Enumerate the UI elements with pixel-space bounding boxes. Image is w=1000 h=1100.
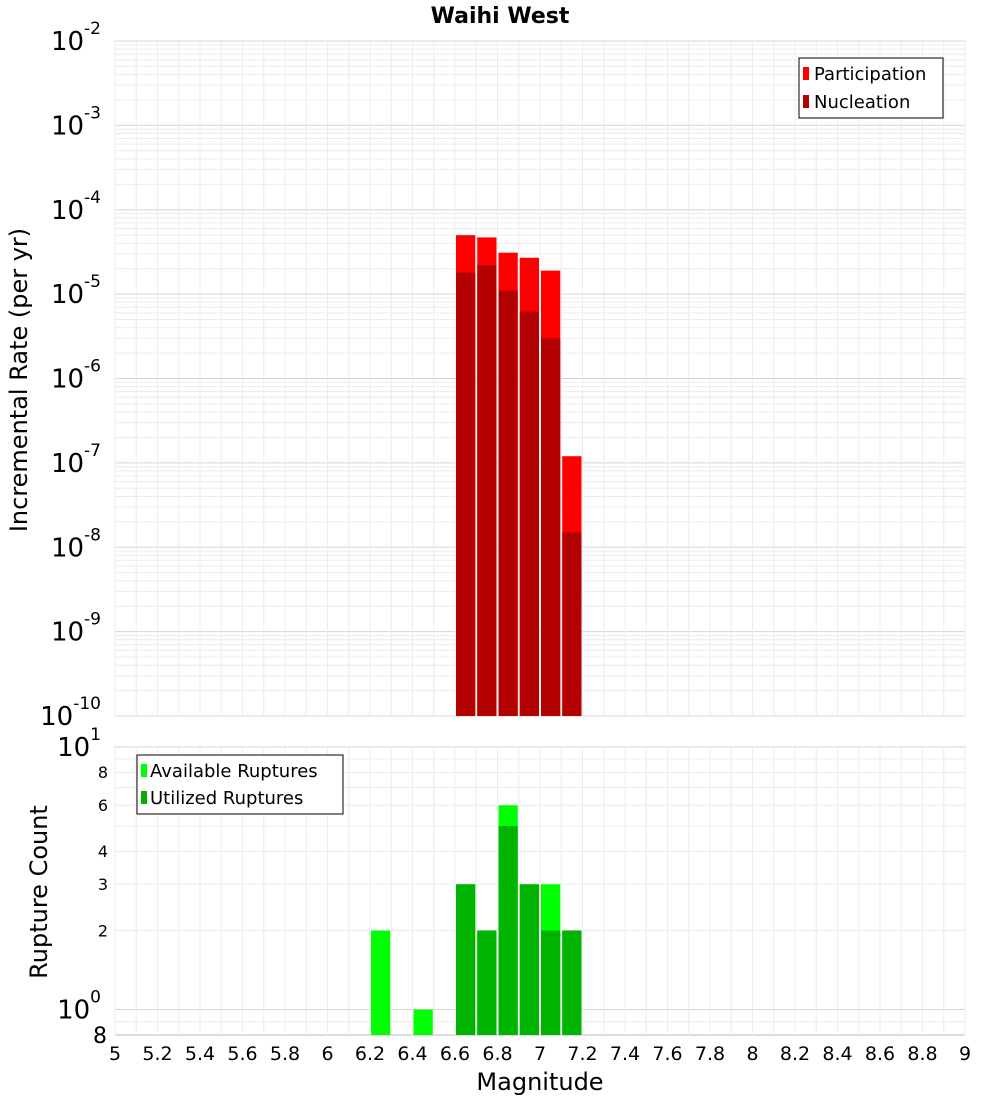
- count-y-axis-label: Rupture Count: [25, 805, 53, 979]
- utilized-ruptures-bar: [477, 930, 497, 1035]
- count-bars: [371, 805, 582, 1035]
- available-ruptures-bar: [371, 930, 391, 1035]
- participation-legend-label: Participation: [814, 64, 926, 85]
- nucleation-bar: [498, 290, 518, 716]
- utilized-ruptures-bar: [562, 930, 582, 1035]
- x-tick-label: 5.6: [227, 1043, 257, 1065]
- x-tick-label: 8.6: [865, 1043, 895, 1065]
- count-y-major-tick-label: 100: [57, 988, 101, 1026]
- rate-y-tick-label: 10-6: [51, 357, 101, 395]
- x-tick-label: 6.4: [397, 1043, 427, 1065]
- utilized-ruptures-legend-swatch: [141, 791, 147, 804]
- count-y-minor-tick-label: 4: [98, 842, 108, 861]
- rate-bars: [456, 235, 582, 716]
- x-tick-label: 7.6: [652, 1043, 682, 1065]
- utilized-ruptures-legend-label: Utilized Ruptures: [150, 788, 303, 809]
- nucleation-bar: [562, 532, 582, 716]
- x-tick-label: 5: [109, 1043, 121, 1065]
- count-y-minor-tick-label: 3: [98, 875, 108, 894]
- x-axis-label: Magnitude: [476, 1068, 603, 1096]
- rate-y-tick-label: 10-8: [51, 525, 101, 563]
- rate-y-tick-label: 10-7: [51, 441, 101, 479]
- available-ruptures-legend-swatch: [141, 764, 147, 777]
- x-tick-label: 8.2: [780, 1043, 810, 1065]
- available-ruptures-bar: [413, 1009, 433, 1035]
- count-y-minor-tick-label: 8: [93, 1024, 107, 1049]
- count-y-minor-tick-label: 6: [98, 796, 108, 815]
- x-tick-label: 7.4: [610, 1043, 640, 1065]
- rate-plot: 10-10 10-9 10-8 10-7 10-6 10-5 10-4 10-3 10-2 In…: [5, 19, 966, 732]
- count-x-ticks: 5 5.2 5.4 5.6 5.8 6 6.2 6.4 6.6 6.8 7 7.2 7.4 7.6 7.8 8…: [109, 1043, 971, 1065]
- participation-legend-swatch: [803, 67, 809, 80]
- rate-y-axis-label: Incremental Rate (per yr): [5, 228, 33, 532]
- count-y-minor-tick-label: 8: [98, 763, 108, 782]
- rate-grid: [114, 40, 966, 717]
- nucleation-bar: [456, 272, 476, 716]
- x-tick-label: 6: [321, 1043, 333, 1065]
- rate-y-tick-label: 10-10: [40, 694, 101, 732]
- rate-legend: Participation Nucleation: [798, 57, 944, 119]
- rate-legend-box: [798, 57, 944, 119]
- rate-y-tick-label: 10-4: [51, 188, 101, 226]
- count-legend: Available Ruptures Utilized Ruptures: [136, 754, 344, 815]
- utilized-ruptures-bar: [519, 884, 539, 1035]
- count-legend-box: [136, 754, 344, 815]
- rate-y-tick-label: 10-2: [51, 19, 101, 57]
- nucleation-legend-swatch: [803, 95, 809, 108]
- nucleation-bar: [519, 311, 539, 716]
- rate-y-tick-label: 10-5: [51, 272, 101, 310]
- count-y-major-tick-label: 101: [57, 725, 101, 763]
- utilized-ruptures-bar: [498, 826, 518, 1035]
- x-tick-label: 7.2: [567, 1043, 597, 1065]
- x-tick-label: 8.4: [822, 1043, 852, 1065]
- x-tick-label: 5.4: [185, 1043, 215, 1065]
- available-ruptures-legend-label: Available Ruptures: [150, 761, 318, 782]
- count-y-minor-tick-label: 2: [98, 921, 108, 940]
- x-tick-label: 6.2: [355, 1043, 385, 1065]
- x-tick-label: 9: [959, 1043, 971, 1065]
- nucleation-bar: [541, 338, 561, 716]
- nucleation-bar: [477, 265, 497, 716]
- x-tick-label: 8: [746, 1043, 758, 1065]
- rate-y-tick-label: 10-9: [51, 610, 101, 648]
- x-tick-label: 5.8: [270, 1043, 300, 1065]
- x-tick-label: 8.8: [907, 1043, 937, 1065]
- utilized-ruptures-bar: [541, 930, 561, 1035]
- x-tick-label: 6.8: [482, 1043, 512, 1065]
- x-tick-label: 5.2: [142, 1043, 172, 1065]
- x-tick-label: 7: [534, 1043, 546, 1065]
- nucleation-legend-label: Nucleation: [814, 92, 910, 113]
- rate-y-ticks: 10-10 10-9 10-8 10-7 10-6 10-5 10-4 10-3 10-2: [40, 19, 101, 732]
- x-tick-label: 7.8: [695, 1043, 725, 1065]
- rate-y-tick-label: 10-3: [51, 103, 101, 141]
- utilized-ruptures-bar: [456, 884, 476, 1035]
- x-tick-label: 6.6: [440, 1043, 470, 1065]
- chart-title: Waihi West: [431, 4, 570, 29]
